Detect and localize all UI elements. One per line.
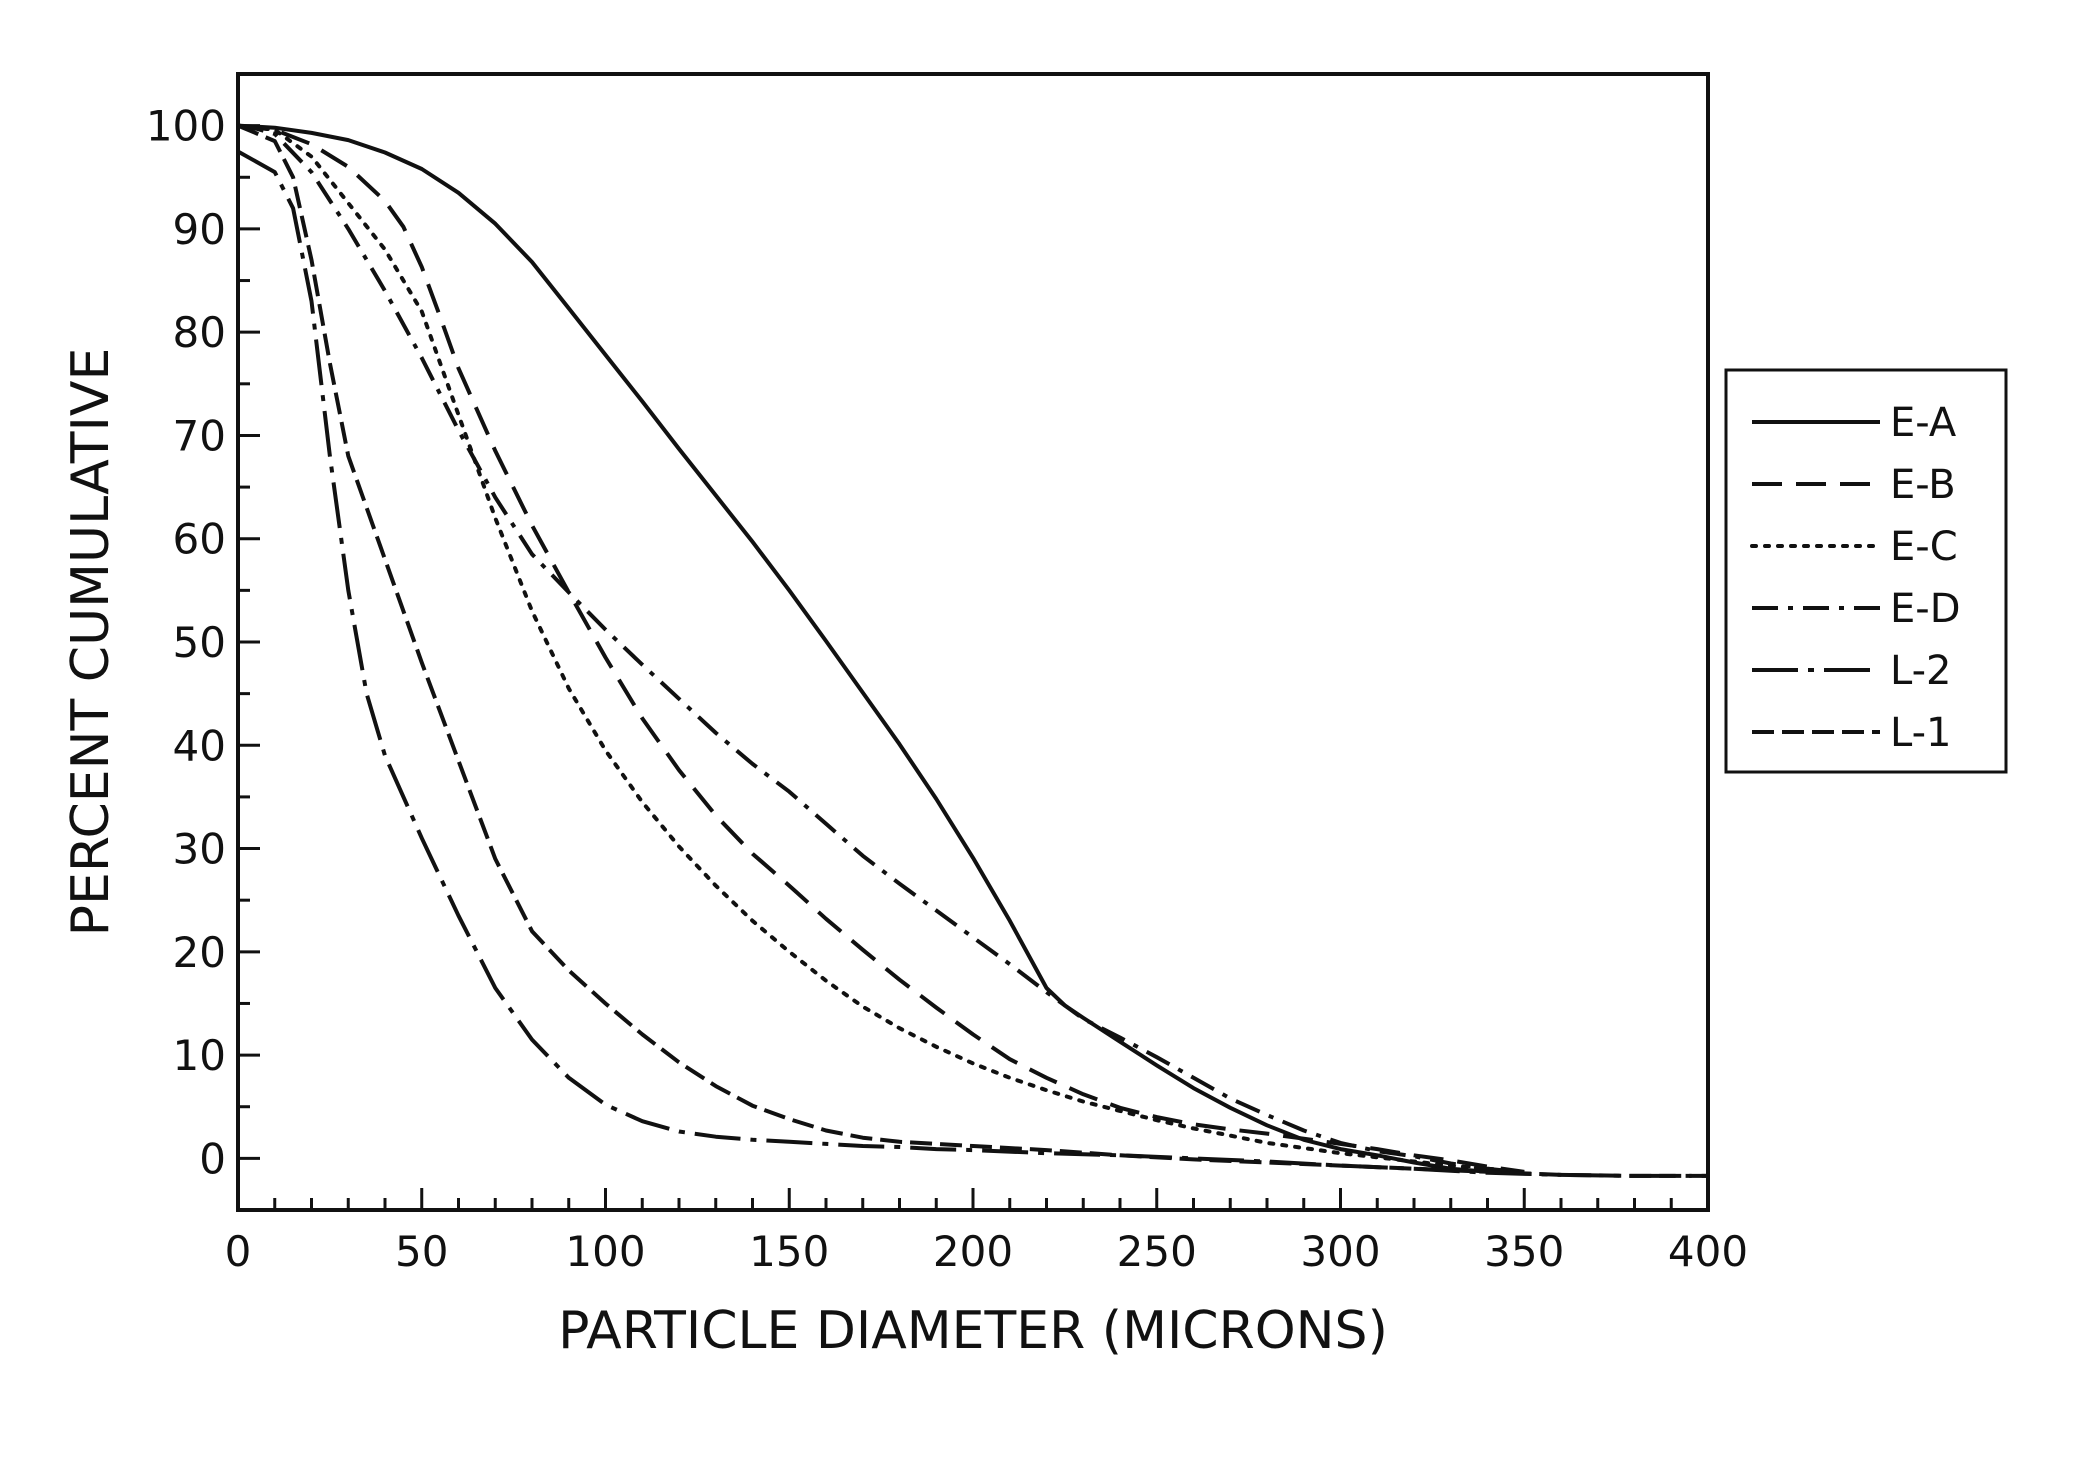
y-tick-label: 0 bbox=[199, 1134, 226, 1183]
y-axis-title: PERCENT CUMULATIVE bbox=[61, 348, 121, 937]
y-tick-label: 40 bbox=[173, 721, 226, 770]
legend-frame bbox=[1724, 368, 2008, 774]
y-tick-label: 50 bbox=[173, 618, 226, 667]
legend-label-e-d: E-D bbox=[1890, 586, 1961, 632]
x-tick-label: 150 bbox=[749, 1227, 829, 1276]
y-tick-label: 80 bbox=[173, 308, 226, 357]
y-axis-tick-labels: 0 10 20 30 40 50 60 70 80 90 100 bbox=[146, 102, 226, 1184]
x-tick-label: 300 bbox=[1300, 1227, 1380, 1276]
series-line-e-c bbox=[236, 123, 1527, 1174]
x-tick-label: 200 bbox=[933, 1227, 1013, 1276]
legend-label-l-2: L-2 bbox=[1890, 648, 1951, 694]
y-tick-label: 10 bbox=[173, 1031, 226, 1080]
series-layer bbox=[236, 123, 1708, 1178]
y-tick-label: 60 bbox=[173, 515, 226, 564]
y-tick-label: 20 bbox=[173, 928, 226, 977]
x-tick-label: 50 bbox=[395, 1227, 448, 1276]
series-line-e-d bbox=[237, 123, 1525, 1175]
y-tick-label: 30 bbox=[173, 825, 226, 874]
x-tick-label: 0 bbox=[225, 1227, 252, 1276]
y-tick-label: 100 bbox=[146, 102, 226, 151]
y-tick-label: 70 bbox=[173, 411, 226, 460]
x-tick-label: 400 bbox=[1668, 1227, 1748, 1276]
axis-ticks bbox=[236, 124, 1710, 1210]
series-line-l-2 bbox=[237, 149, 1708, 1178]
x-tick-label: 100 bbox=[565, 1227, 645, 1276]
legend-label-e-b: E-B bbox=[1890, 462, 1956, 508]
x-tick-label: 350 bbox=[1484, 1227, 1564, 1276]
x-tick-label: 250 bbox=[1117, 1227, 1197, 1276]
legend-label-l-1: L-1 bbox=[1890, 710, 1951, 756]
y-tick-label: 90 bbox=[173, 205, 226, 254]
series-line-l-1 bbox=[237, 123, 1708, 1178]
plot-frame bbox=[236, 72, 1710, 1212]
x-axis-title: PARTICLE DIAMETER (MICRONS) bbox=[558, 1301, 1388, 1361]
legend-label-e-c: E-C bbox=[1890, 524, 1958, 570]
legend: E-A E-B E-C E-D L-2 L-1 bbox=[1724, 368, 2008, 774]
x-axis-tick-labels: 0 50 100 150 200 250 300 350 400 bbox=[225, 1227, 1748, 1276]
legend-label-e-a: E-A bbox=[1890, 400, 1957, 446]
series-line-e-b bbox=[237, 123, 1525, 1174]
